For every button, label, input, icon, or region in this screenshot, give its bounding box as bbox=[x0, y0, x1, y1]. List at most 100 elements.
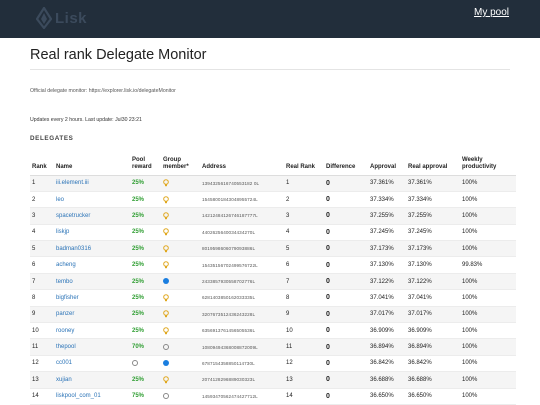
difference-cell: 0 bbox=[324, 371, 368, 389]
delegate-name-link[interactable]: bigfisher bbox=[54, 289, 130, 307]
pool-reward-cell: 25% bbox=[130, 371, 161, 389]
address-cell: 2074128296889030323L bbox=[200, 371, 284, 389]
table-row: 2 leo 25% 15458001843048955724L 2 0 37.334% 37.… bbox=[30, 191, 516, 209]
col-group-member[interactable]: Group member* bbox=[161, 148, 200, 176]
delegate-name-link[interactable]: panzer bbox=[54, 306, 130, 324]
real-approval-cell: 37.041% bbox=[406, 289, 460, 307]
rank-cell: 9 bbox=[30, 306, 54, 324]
delegate-name-link[interactable]: liskjp bbox=[54, 224, 130, 242]
delegate-name-link[interactable]: spacetrucker bbox=[54, 207, 130, 225]
col-difference[interactable]: Difference bbox=[324, 148, 368, 176]
pool-reward-cell: 25% bbox=[130, 207, 161, 225]
delegate-name-link[interactable]: rooney bbox=[54, 322, 130, 340]
approval-cell: 36.842% bbox=[368, 355, 406, 373]
address-cell: 8019598606079093886L bbox=[200, 240, 284, 258]
approval-cell: 37.245% bbox=[368, 224, 406, 242]
pool-reward-cell: 25% bbox=[130, 175, 161, 192]
table-header-row: Rank Name Pool reward Group member* Addr… bbox=[30, 148, 516, 176]
rank-cell: 1 bbox=[30, 175, 54, 192]
table-row: 14 liskpool_com_01 75% 14593470562474427712… bbox=[30, 388, 516, 405]
pool-reward-cell: 25% bbox=[130, 191, 161, 209]
pool-reward-cell: 70% bbox=[130, 338, 161, 356]
real-rank-cell: 3 bbox=[284, 207, 324, 225]
difference-cell: 0 bbox=[324, 256, 368, 274]
delegate-name-link[interactable]: thepool bbox=[54, 338, 130, 356]
col-real-approval[interactable]: Real approval bbox=[406, 148, 460, 176]
lightbulb-icon bbox=[163, 244, 169, 252]
group-member-cell bbox=[161, 256, 200, 274]
difference-cell: 0 bbox=[324, 224, 368, 242]
delegate-name-link[interactable]: cc001 bbox=[54, 355, 130, 373]
rank-cell: 8 bbox=[30, 289, 54, 307]
difference-cell: 0 bbox=[324, 322, 368, 340]
delegate-name-link[interactable]: acheng bbox=[54, 256, 130, 274]
table-row: 13 xujian 25% 2074128296889030323L 13 0 36.688… bbox=[30, 371, 516, 389]
col-weekly-productivity[interactable]: Weekly productivity bbox=[460, 148, 516, 176]
approval-cell: 36.650% bbox=[368, 388, 406, 405]
difference-cell: 0 bbox=[324, 191, 368, 209]
group-member-cell bbox=[161, 388, 200, 405]
col-pool-reward[interactable]: Pool reward bbox=[130, 148, 161, 176]
lightbulb-icon bbox=[163, 310, 169, 318]
delegate-name-link[interactable]: tembo bbox=[54, 273, 130, 291]
weekly-productivity-cell: 100% bbox=[460, 240, 516, 258]
weekly-productivity-cell: 100% bbox=[460, 322, 516, 340]
real-rank-cell: 7 bbox=[284, 273, 324, 291]
real-approval-cell: 36.894% bbox=[406, 338, 460, 356]
table-row: 10 rooney 25% 6356913761456505536L 10 0 36.909… bbox=[30, 322, 516, 340]
empty-circle-icon bbox=[163, 343, 169, 350]
group-member-cell bbox=[161, 240, 200, 258]
real-approval-cell: 37.122% bbox=[406, 273, 460, 291]
group-member-cell bbox=[161, 191, 200, 209]
empty-circle-icon bbox=[163, 392, 169, 399]
my-pool-link[interactable]: My pool bbox=[473, 7, 509, 18]
address-cell: 3207673512436243228L bbox=[200, 306, 284, 324]
real-approval-cell: 36.688% bbox=[406, 371, 460, 389]
difference-cell: 0 bbox=[324, 289, 368, 307]
rank-cell: 7 bbox=[30, 273, 54, 291]
page-title: Real rank Delegate Monitor bbox=[30, 47, 207, 63]
real-rank-cell: 11 bbox=[284, 338, 324, 356]
col-rank[interactable]: Rank bbox=[30, 148, 54, 176]
weekly-productivity-cell: 100% bbox=[460, 371, 516, 389]
address-cell: 14212484126746187777L bbox=[200, 207, 284, 225]
pool-reward-cell: 25% bbox=[130, 256, 161, 274]
delegate-name-link[interactable]: badman0316 bbox=[54, 240, 130, 258]
rank-cell: 11 bbox=[30, 338, 54, 356]
approval-cell: 37.041% bbox=[368, 289, 406, 307]
col-real-rank[interactable]: Real Rank bbox=[284, 148, 324, 176]
lisk-logo[interactable]: Lisk bbox=[36, 6, 87, 30]
delegate-name-link[interactable]: xujian bbox=[54, 371, 130, 389]
real-rank-cell: 2 bbox=[284, 191, 324, 209]
pool-reward-cell: 25% bbox=[130, 273, 161, 291]
rank-cell: 5 bbox=[30, 240, 54, 258]
delegate-name-link[interactable]: liskpool_com_01 bbox=[54, 388, 130, 405]
group-member-cell bbox=[161, 207, 200, 225]
monitor-note: Official delegate monitor: https://explo… bbox=[30, 88, 176, 94]
rank-cell: 10 bbox=[30, 322, 54, 340]
weekly-productivity-cell: 100% bbox=[460, 191, 516, 209]
address-cell: 1394325616740553182 0L bbox=[200, 175, 284, 192]
address-cell: 2433857930558702776L bbox=[200, 273, 284, 291]
weekly-productivity-cell: 100% bbox=[460, 388, 516, 405]
real-rank-cell: 5 bbox=[284, 240, 324, 258]
real-approval-cell: 37.245% bbox=[406, 224, 460, 242]
table-row: 1 iii.element.iii 25% 1394325616740553182 0… bbox=[30, 175, 516, 192]
rank-cell: 14 bbox=[30, 388, 54, 405]
col-approval[interactable]: Approval bbox=[368, 148, 406, 176]
real-rank-cell: 13 bbox=[284, 371, 324, 389]
approval-cell: 37.173% bbox=[368, 240, 406, 258]
weekly-productivity-cell: 100% bbox=[460, 207, 516, 225]
col-address[interactable]: Address bbox=[200, 148, 284, 176]
title-divider bbox=[30, 69, 510, 70]
member-dot-icon bbox=[163, 278, 169, 285]
approval-cell: 36.894% bbox=[368, 338, 406, 356]
delegate-name-link[interactable]: leo bbox=[54, 191, 130, 209]
difference-cell: 0 bbox=[324, 355, 368, 373]
group-member-cell bbox=[161, 355, 200, 373]
lightbulb-icon bbox=[163, 228, 169, 236]
col-name[interactable]: Name bbox=[54, 148, 130, 176]
delegate-name-link[interactable]: iii.element.iii bbox=[54, 175, 130, 192]
pool-reward-cell bbox=[130, 355, 161, 373]
address-cell: 14593470562474427712L bbox=[200, 388, 284, 405]
